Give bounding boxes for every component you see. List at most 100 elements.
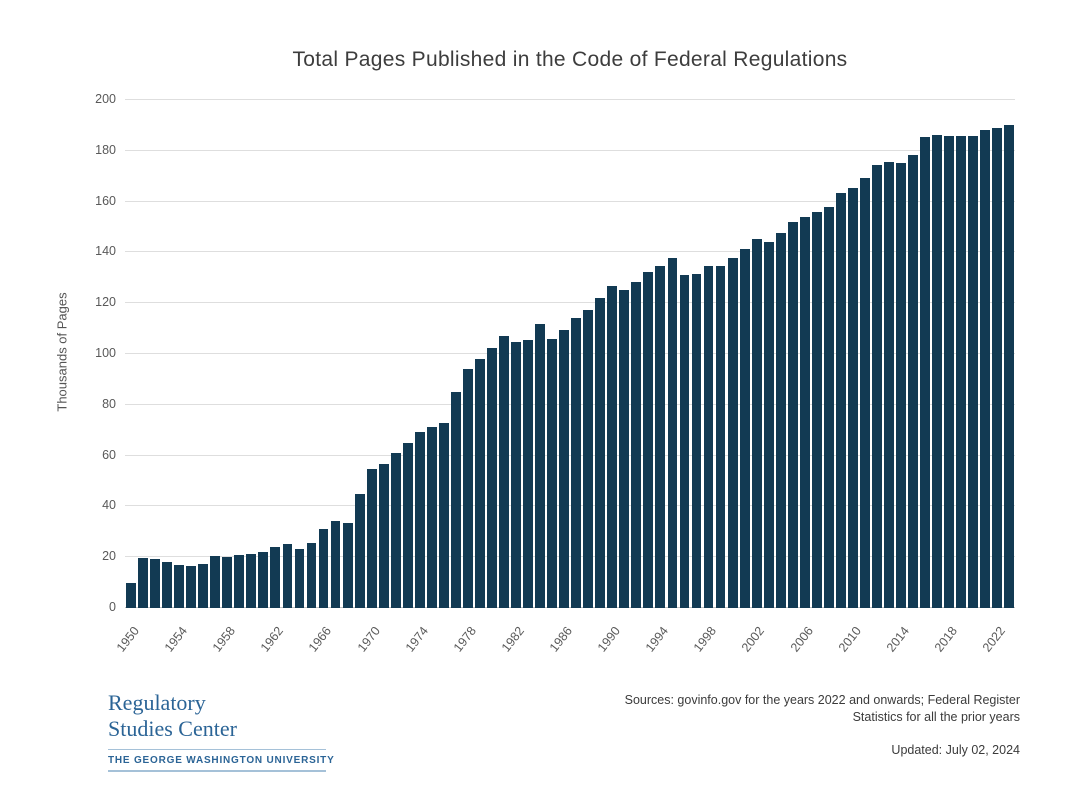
bar-2015 xyxy=(908,155,918,608)
bar-2006 xyxy=(799,216,810,608)
bar-1978 xyxy=(462,368,473,608)
y-tick-160: 160 xyxy=(95,193,116,208)
gridline-40 xyxy=(125,505,1015,507)
bar-1968 xyxy=(342,522,353,608)
bar-1966 xyxy=(318,529,329,608)
bar-1976 xyxy=(438,423,449,608)
bar-1960 xyxy=(246,553,257,608)
gridline-0 xyxy=(125,607,1015,608)
bar-1951 xyxy=(138,558,148,608)
x-tick-1970: 1970 xyxy=(354,624,383,655)
x-tick-1998: 1998 xyxy=(691,624,720,655)
bar-2018 xyxy=(944,135,955,608)
bar-1992 xyxy=(631,282,642,608)
bar-1981 xyxy=(499,336,509,608)
bar-1970 xyxy=(366,468,377,608)
bar-1993 xyxy=(643,272,654,608)
x-tick-1990: 1990 xyxy=(594,624,624,655)
x-tick-1978: 1978 xyxy=(450,624,479,655)
y-axis-label: Thousands of Pages xyxy=(54,292,70,412)
bar-1998 xyxy=(703,265,714,608)
bar-1983 xyxy=(523,339,533,608)
bar-1977 xyxy=(450,392,461,608)
bar-1953 xyxy=(162,562,173,608)
x-tick-1962: 1962 xyxy=(258,624,287,655)
bar-1988 xyxy=(583,309,594,608)
bar-1980 xyxy=(487,348,497,608)
x-tick-1950: 1950 xyxy=(113,624,143,655)
gridline-100 xyxy=(125,353,1015,354)
x-tick-2018: 2018 xyxy=(931,624,960,655)
gridline-140 xyxy=(125,251,1015,253)
bar-1984 xyxy=(535,324,545,608)
bar-1959 xyxy=(234,554,245,608)
gridline-200 xyxy=(125,99,1015,100)
plot-area xyxy=(125,99,1015,608)
y-tick-200: 200 xyxy=(95,92,116,106)
bar-2004 xyxy=(775,233,786,608)
chart-title: Total Pages Published in the Code of Fed… xyxy=(292,48,848,71)
bar-2017 xyxy=(932,134,943,608)
x-tick-2014: 2014 xyxy=(883,624,912,655)
bar-2009 xyxy=(835,193,846,608)
bar-2021 xyxy=(980,129,991,608)
org-university-name: THE GEORGE WASHINGTON UNIVERSITY xyxy=(108,748,334,772)
bar-1969 xyxy=(354,494,365,608)
bar-2011 xyxy=(860,178,870,608)
bar-1973 xyxy=(402,443,413,608)
source-line2: Statistics for all the prior years xyxy=(852,709,1020,724)
bar-1967 xyxy=(330,521,341,608)
bar-series xyxy=(125,100,1015,608)
bar-1955 xyxy=(186,566,197,608)
x-tick-2022: 2022 xyxy=(979,624,1009,655)
x-tick-2010: 2010 xyxy=(835,624,864,655)
bar-1989 xyxy=(595,297,606,608)
bar-1956 xyxy=(198,563,209,608)
bar-1971 xyxy=(378,464,389,608)
bar-2016 xyxy=(920,137,930,608)
x-tick-1954: 1954 xyxy=(161,624,191,655)
gridline-80 xyxy=(125,403,1015,405)
gridline-180 xyxy=(125,149,1015,151)
bar-2003 xyxy=(763,241,774,608)
bar-1979 xyxy=(475,359,485,608)
x-tick-1986: 1986 xyxy=(546,624,576,655)
y-tick-120: 120 xyxy=(95,295,116,310)
bar-1990 xyxy=(607,285,618,608)
bar-1954 xyxy=(174,564,185,608)
x-tick-1958: 1958 xyxy=(210,624,239,655)
org-name-line1: Regulatory xyxy=(108,690,206,715)
bar-1950 xyxy=(126,583,136,608)
y-tick-180: 180 xyxy=(95,142,116,157)
bar-1986 xyxy=(559,329,570,608)
bar-1964 xyxy=(294,548,305,608)
bar-1987 xyxy=(571,317,582,608)
bar-2020 xyxy=(968,135,979,608)
bar-2014 xyxy=(896,162,906,608)
y-tick-100: 100 xyxy=(95,346,116,360)
gridlines xyxy=(125,99,1015,608)
bar-2010 xyxy=(847,187,858,608)
bar-2005 xyxy=(787,222,798,608)
bar-2007 xyxy=(811,211,822,608)
x-tick-1974: 1974 xyxy=(402,624,431,655)
updated-date: Updated: July 02, 2024 xyxy=(891,742,1020,757)
bar-1996 xyxy=(679,275,690,608)
bar-1972 xyxy=(390,453,401,608)
bar-1982 xyxy=(511,341,521,608)
bar-1952 xyxy=(150,559,160,608)
bar-2022 xyxy=(992,128,1003,608)
source-note: Sources: govinfo.gov for the years 2022 … xyxy=(550,692,1020,759)
bar-1995 xyxy=(667,257,678,608)
bar-1985 xyxy=(547,339,558,608)
x-axis-ticks: 1950 1954 1958 1962 1966 1970 1974 1978 1982 1986… xyxy=(114,616,1015,686)
x-tick-1966: 1966 xyxy=(306,624,335,655)
org-name-line2: Studies Center xyxy=(108,715,237,741)
y-tick-20: 20 xyxy=(102,549,116,564)
y-tick-40: 40 xyxy=(102,498,116,513)
x-tick-2002: 2002 xyxy=(739,624,768,655)
gridline-160 xyxy=(125,200,1015,202)
gridline-60 xyxy=(125,454,1015,456)
bar-1999 xyxy=(715,266,726,608)
